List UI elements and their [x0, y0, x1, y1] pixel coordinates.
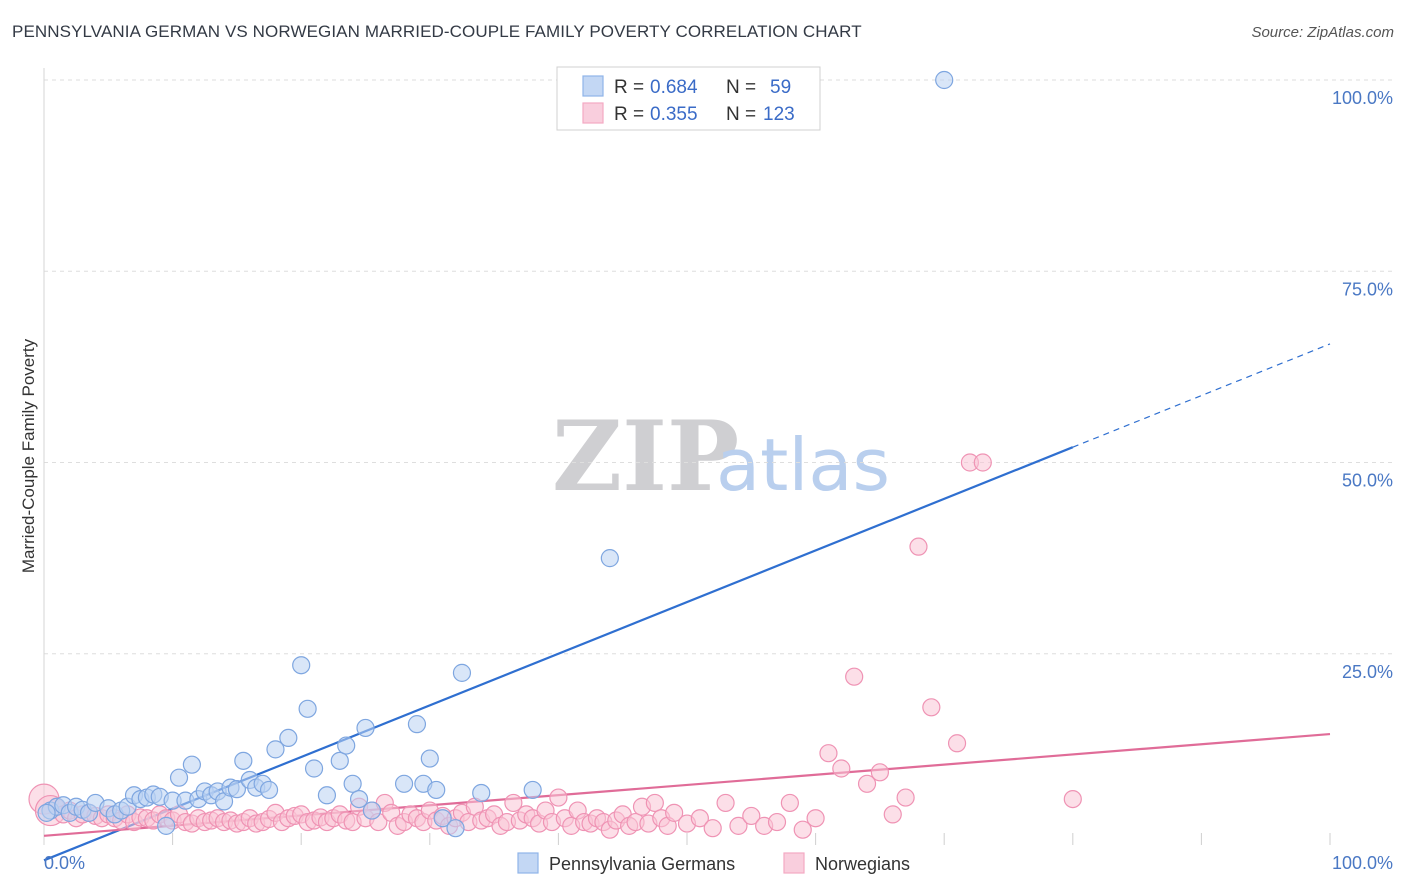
german-point-55 [523, 780, 542, 800]
german-point-45 [362, 801, 382, 820]
norwegian-point-95 [645, 793, 664, 813]
german-point-21 [182, 755, 201, 774]
german-point-51 [433, 809, 452, 828]
gridlines-horizontal [44, 79, 1393, 655]
german-point-46 [394, 774, 414, 793]
norwegian-point-111 [832, 759, 851, 778]
norwegian-point-98 [665, 803, 684, 822]
german-point-50 [427, 780, 446, 800]
norwegian-point-100 [690, 809, 709, 828]
german-point-42 [343, 774, 362, 793]
norwegian-point-119 [947, 734, 967, 753]
german-point-54 [472, 783, 491, 803]
y-tick-label-3: 100.0% [1332, 88, 1393, 108]
watermark-atlas: atlas [716, 423, 890, 507]
legend-r-value-germans: 0.684 [650, 77, 698, 98]
legend-r-label-norwegians: R = [614, 104, 644, 125]
norwegian-point-116 [896, 788, 915, 807]
legend-swatch-norwegians [582, 102, 604, 124]
watermark: ZIP atlas [552, 400, 890, 513]
norwegian-point-101 [703, 819, 722, 838]
german-point-44 [356, 718, 375, 738]
norwegian-point-110 [819, 744, 838, 763]
norwegian-point-115 [883, 805, 902, 824]
x-tick-label-max: 100.0% [1332, 853, 1393, 873]
german-point-38 [304, 759, 324, 778]
norwegian-point-113 [857, 774, 877, 793]
legend-n-label-germans: N = [726, 77, 756, 98]
norwegian-point-114 [870, 763, 890, 782]
watermark-zip: ZIP [552, 400, 739, 513]
german-point-47 [407, 715, 427, 734]
norwegian-point-121 [973, 453, 992, 472]
y-axis-label: Married-Couple Family Poverty [19, 338, 38, 573]
german-point-39 [317, 786, 337, 805]
x-axis-ticks [43, 833, 1331, 845]
chart-title: PENNSYLVANIA GERMAN VS NORWEGIAN MARRIED… [12, 22, 862, 41]
legend-n-value-norwegians: 123 [763, 104, 795, 125]
legend-swatch-germans [582, 75, 604, 97]
norwegian-point-104 [742, 806, 761, 826]
german-point-52 [446, 819, 465, 838]
series-legend-label-germans: Pennsylvania Germans [549, 854, 735, 874]
norwegian-point-117 [909, 537, 928, 556]
y-tick-labels: 25.0% 50.0% 75.0% 100.0% [1332, 88, 1393, 682]
series-legend-label-norwegians: Norwegians [815, 854, 910, 874]
german-point-28 [227, 780, 246, 799]
legend-n-value-germans: 59 [770, 77, 791, 98]
legend-r-value-norwegians: 0.355 [650, 104, 698, 125]
german-point-33 [259, 780, 279, 800]
norwegian-point-80 [549, 788, 568, 807]
german-point-29 [234, 751, 253, 770]
legend-r-label-germans: R = [614, 77, 644, 98]
norwegian-point-103 [729, 816, 748, 835]
source-label: Source: ZipAtlas.com [1251, 24, 1394, 41]
stats-legend: R = 0.684 N = 59 R = 0.355 N = 123 [556, 66, 821, 131]
german-point-34 [266, 740, 285, 759]
norwegian-point-102 [716, 793, 735, 813]
german-point-43 [349, 789, 369, 809]
german-point-56 [600, 549, 619, 568]
german-point-36 [292, 656, 311, 675]
points-pennsylvania-germans [37, 70, 954, 838]
german-point-53 [452, 663, 472, 682]
y-tick-label-1: 50.0% [1342, 471, 1393, 491]
norwegian-point-122 [1063, 789, 1082, 809]
norwegian-point-106 [767, 812, 787, 832]
norwegian-point-112 [845, 667, 864, 686]
legend-n-label-norwegians: N = [726, 104, 756, 125]
series-legend-swatch-germans [517, 852, 539, 874]
german-point-41 [337, 736, 356, 755]
x-tick-label-min: 0.0% [44, 853, 85, 873]
norwegian-point-118 [922, 698, 941, 717]
german-point-37 [298, 699, 317, 718]
y-tick-label-2: 75.0% [1342, 279, 1393, 299]
german-point-58 [37, 803, 56, 822]
german-point-17 [157, 816, 176, 835]
german-point-19 [169, 768, 189, 787]
german-point-49 [420, 749, 439, 768]
norwegian-point-73 [504, 793, 523, 813]
german-point-40 [330, 751, 349, 770]
norwegian-point-109 [806, 809, 825, 828]
german-point-35 [279, 728, 298, 748]
norwegian-point-107 [780, 793, 799, 813]
series-legend-swatch-norwegians [783, 852, 805, 874]
series-legend: Pennsylvania Germans Norwegians [517, 852, 910, 874]
trend-line-germans-extension [1072, 343, 1331, 448]
points-norwegians [28, 453, 1082, 839]
german-point-57 [935, 70, 954, 90]
norwegian-point-108 [793, 820, 812, 839]
y-tick-label-0: 25.0% [1342, 662, 1393, 682]
